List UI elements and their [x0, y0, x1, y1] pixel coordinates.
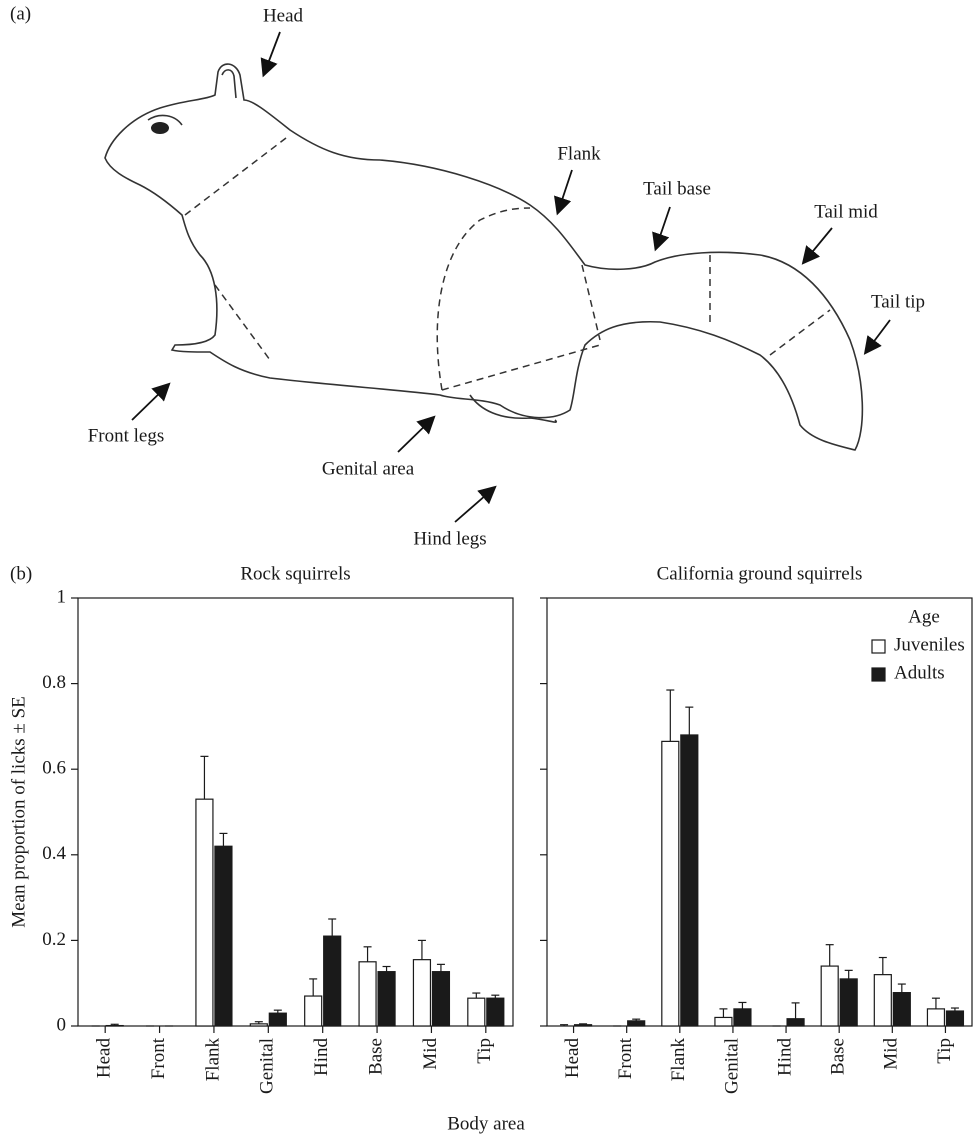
chart-title: California ground squirrels	[657, 563, 863, 584]
y-axis-label: Mean proportion of licks ± SE	[8, 696, 29, 928]
y-tick-label: 0.2	[42, 929, 66, 950]
diagram-labels: Head Flank Tail base Tail mid Tail tip F…	[88, 5, 925, 549]
x-tick-label: Genital	[257, 1038, 278, 1094]
x-tick-label: Base	[828, 1038, 849, 1075]
bar	[733, 1008, 752, 1027]
arrow	[652, 206, 671, 252]
bar	[820, 965, 839, 1027]
plot-frame	[77, 597, 514, 1027]
diagram-label: Hind legs	[413, 528, 486, 549]
diagram-label: Tail mid	[814, 201, 878, 222]
chart-title: Rock squirrels	[240, 563, 350, 584]
legend-title: Age	[908, 606, 940, 627]
y-tick-label: 0.4	[42, 843, 66, 864]
x-tick-label: Tip	[474, 1038, 495, 1064]
bar	[323, 935, 342, 1027]
arrow	[863, 319, 891, 355]
y-tick-label: 0.8	[42, 672, 66, 693]
bar	[358, 961, 377, 1027]
panel-label: (b)	[10, 563, 32, 584]
legend-swatch	[871, 667, 886, 682]
legend-label: Juveniles	[894, 634, 965, 655]
x-tick-label: Head	[562, 1038, 583, 1079]
x-tick-label: Head	[94, 1038, 115, 1079]
bar	[892, 992, 911, 1027]
bar	[714, 1016, 733, 1027]
x-tick-label: Mid	[881, 1038, 902, 1070]
diagram-label: Flank	[557, 143, 601, 164]
bar	[926, 1008, 946, 1027]
x-tick-label: Flank	[668, 1038, 689, 1082]
diagram-label: Tail tip	[871, 291, 925, 312]
diagram-label: Front legs	[88, 425, 165, 446]
x-tick-label: Genital	[721, 1038, 742, 1094]
y-tick-label: 0.6	[42, 758, 66, 779]
bar	[786, 1018, 805, 1027]
x-tick-label: Base	[365, 1038, 386, 1075]
legend-swatch	[871, 639, 886, 654]
diagram-label: Genital area	[322, 458, 415, 479]
x-tick-label: Flank	[202, 1038, 223, 1082]
x-tick-label: Mid	[420, 1038, 441, 1070]
bar	[304, 995, 323, 1027]
bar	[467, 997, 486, 1027]
diagram-label: Head	[263, 5, 304, 26]
arrow	[554, 169, 573, 216]
arrow	[801, 227, 833, 265]
squirrel-drawing	[104, 63, 864, 451]
bar	[431, 971, 451, 1027]
x-tick-label: Front	[615, 1037, 636, 1079]
x-tick-label: Front	[148, 1037, 169, 1079]
bar	[249, 1023, 268, 1027]
bar	[627, 1020, 646, 1027]
plot-frame	[546, 597, 973, 1027]
bar	[195, 798, 214, 1027]
bar	[268, 1012, 287, 1027]
bar	[945, 1010, 965, 1027]
arrow	[131, 382, 171, 421]
arrow	[260, 31, 281, 78]
legend-label: Adults	[894, 662, 945, 683]
bar	[873, 974, 892, 1027]
bar	[680, 734, 699, 1027]
bar	[214, 845, 233, 1027]
bar	[412, 959, 432, 1027]
diagram-label: Tail base	[643, 178, 711, 199]
bar	[486, 997, 505, 1027]
y-tick-label: 0	[57, 1014, 67, 1035]
arrow	[454, 485, 497, 523]
bar	[573, 1024, 593, 1027]
y-tick-label: 1	[57, 586, 67, 607]
x-axis-label: Body area	[447, 1113, 525, 1134]
bar	[839, 978, 858, 1027]
x-tick-label: Hind	[774, 1038, 795, 1077]
bar	[377, 971, 396, 1027]
x-tick-label: Hind	[311, 1038, 332, 1077]
arrow	[397, 415, 436, 453]
x-tick-label: Tip	[934, 1038, 955, 1064]
bar	[661, 740, 680, 1027]
panel-label: (a)	[10, 3, 31, 24]
